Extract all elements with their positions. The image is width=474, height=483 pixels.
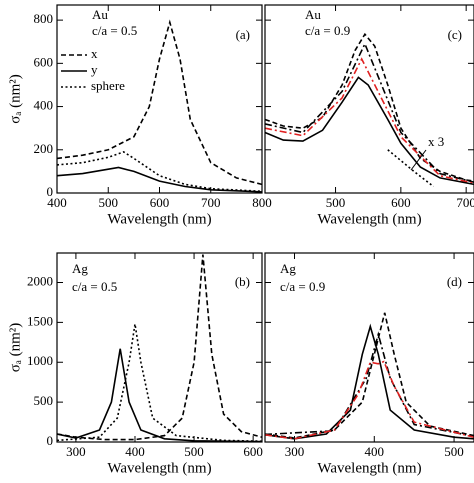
y-tick-label: 0 [47,433,54,448]
annotation: Ag [72,261,88,276]
plot-frame [56,252,263,443]
plot-frame [264,252,474,443]
series-line [57,254,262,441]
annotation: (c) [448,27,462,42]
annotation: Au [305,7,321,22]
series-line [265,76,474,186]
y-tick-label: 1000 [27,353,53,368]
annotation: (b) [235,274,250,289]
series-line [265,57,474,185]
plot-frame [264,4,474,194]
x-tick-label: 300 [66,444,86,459]
y-tick-label: 200 [34,141,54,156]
series-line [57,166,262,193]
series-line [265,331,474,438]
y-tick-label: 600 [34,54,54,69]
annotation: x 3 [428,134,444,149]
x-tick-label: 500 [444,444,464,459]
annotation: c/a = 0.5 [72,279,117,294]
series-line [265,41,474,183]
y-tick-label: 500 [34,393,54,408]
y-tick-label: 400 [34,98,54,113]
plot-area [57,254,262,442]
plot-area [57,19,262,193]
y-tick-label: 0 [47,184,54,199]
x-tick-label: 700 [456,195,474,210]
x-tick-label: 600 [243,444,263,459]
y-tick-label: 2000 [27,273,53,288]
series-line [57,151,262,193]
x-tick-label: 400 [47,195,67,210]
annotation: c/a = 0.5 [92,23,137,38]
x-tick-label: 400 [365,444,385,459]
legend-label: y [91,62,98,77]
x-tick-label: 500 [99,195,119,210]
x-axis-label: Wavelength (nm) [107,460,211,476]
series-line [265,323,474,440]
annotation: (d) [447,274,462,289]
series-line [57,348,262,442]
annotation: Au [92,7,108,22]
annotation: c/a = 0.9 [280,279,325,294]
series-line [57,323,262,442]
annotation: (a) [236,27,250,42]
y-axis-label: σₐ (nm²) [7,74,23,124]
x-tick-label: 700 [201,195,221,210]
x-axis-label: Wavelength (nm) [107,211,211,227]
annotation: Ag [280,261,296,276]
series-line [387,149,434,188]
y-axis-label: σₐ (nm²) [7,323,23,373]
series-line [265,360,474,440]
plot-area [265,312,474,440]
annotation: c/a = 0.9 [305,23,350,38]
y-tick-label: 800 [34,11,54,26]
annotation-arrow [410,149,427,171]
x-tick-label: 600 [391,195,411,210]
legend-label: sphere [91,78,125,93]
x-tick-label: 500 [326,195,346,210]
x-tick-label: 800 [252,195,272,210]
x-axis-label: Wavelength (nm) [317,460,421,476]
plot-area [265,32,474,188]
legend-label: x [91,46,98,61]
x-tick-label: 600 [150,195,170,210]
x-tick-label: 400 [125,444,145,459]
plot-frame [56,4,263,194]
series-line [57,19,262,186]
x-axis-label: Wavelength (nm) [317,211,421,227]
x-tick-label: 300 [285,444,305,459]
y-tick-label: 1500 [27,313,53,328]
x-tick-label: 500 [184,444,204,459]
